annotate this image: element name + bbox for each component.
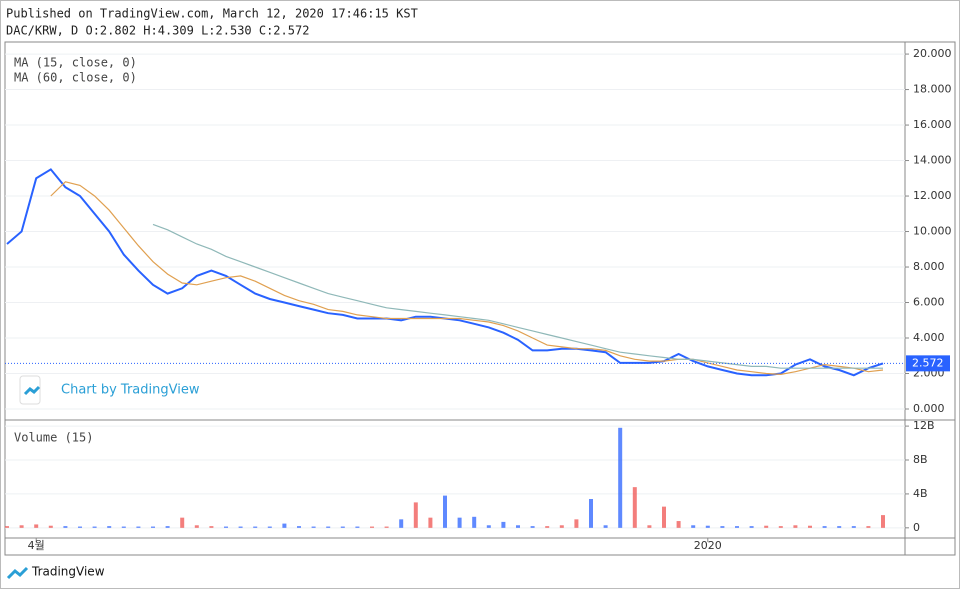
volume-bar [545,526,550,528]
volume-bar [34,524,39,528]
volume-bar [589,499,593,528]
footer-logo: TradingView [31,565,105,579]
volume-bar [136,526,141,528]
volume-bar [121,526,126,528]
volume-bar [340,526,345,528]
y-tick-label: 6.000 [913,296,945,309]
volume-bar [443,495,447,528]
series-line [50,181,884,376]
volume-bar [574,519,579,528]
y-tick-label: 4.000 [913,331,945,344]
x-tick-label: 4월 [28,539,45,552]
watermark: Chart by TradingView [19,375,200,405]
volume-bar [355,526,360,528]
volume-bar [311,526,316,528]
volume-bar [778,526,783,528]
quote: DAC/KRW, D O:2.802 H:4.309 L:2.530 C:2.5… [6,24,309,38]
volume-bar [63,526,68,528]
volume-bar [297,526,301,528]
volume-bar [486,525,491,528]
volume-bar [559,525,564,528]
y-tick-label: 4B [913,487,928,500]
volume-bar [662,506,666,528]
volume-bar [691,525,696,528]
volume-bar [384,526,389,528]
volume-bar [632,487,637,528]
volume-bar [881,515,885,528]
y-tick-label: 20.000 [913,47,952,60]
legend-entry: MA (60, close, 0) [14,71,137,85]
x-tick-label: 2020 [694,539,722,552]
y-tick-label: 10.000 [913,225,952,238]
volume-bar [48,525,53,528]
volume-bar [180,517,185,528]
volume-bar [851,526,856,528]
volume-bar [822,526,827,528]
volume-bar [78,526,82,528]
volume-bar [92,526,97,528]
volume-bar [516,525,520,528]
y-tick-label: 18.000 [913,83,952,96]
volume-bar [326,526,331,528]
volume-bar [209,526,214,528]
volume-bar [107,526,112,528]
published: Published on TradingView.com, March 12, … [6,7,418,21]
y-tick-label: 8.000 [913,260,945,273]
watermark-text: Chart by TradingView [61,383,200,398]
volume-bar [837,526,842,528]
volume-bar [457,517,462,528]
volume-bar [764,525,769,528]
volume-bar [530,526,535,528]
volume-bar [735,526,739,528]
last-price-label: 2.572 [912,356,944,369]
volume-bar [370,526,374,528]
y-tick-label: 12B [913,419,935,432]
pane-title: Volume (15) [14,431,93,445]
volume-bar [267,526,272,528]
volume-bar [501,521,506,528]
volume-bar [165,526,170,528]
y-tick-label: 12.000 [913,189,952,202]
volume-bar [720,526,725,528]
y-tick-label: 0.000 [913,402,945,415]
last-price-box [906,355,950,372]
volume-bar [428,517,433,528]
volume-bar [238,526,243,528]
chart-frame [4,41,956,556]
volume-bar [19,525,24,528]
volume-bar [413,502,418,528]
volume-bar [194,525,199,528]
y-tick-label: 8B [913,453,928,466]
volume-bar [253,526,258,528]
volume-bar [647,525,652,528]
volume-bar [603,525,608,528]
footer-icon [6,566,29,580]
y-tick-label: 14.000 [913,154,952,167]
y-tick-label: 0 [913,521,920,534]
volume-bar [793,525,798,528]
legend-entry: MA (15, close, 0) [14,56,137,70]
volume-bar [224,526,228,528]
volume-bar [866,526,871,528]
volume-bar [282,523,287,528]
y-tick-label: 16.000 [913,118,952,131]
volume-bar [808,525,812,528]
volume-bar [472,516,477,528]
volume-bar [399,519,404,528]
volume-bar [151,526,155,528]
volume-bar [676,521,681,528]
watermark-icon [23,385,41,396]
volume-bar [705,525,710,528]
volume-bar [618,427,623,528]
series-line [152,223,883,369]
volume-bar [5,526,9,528]
volume-bar [749,526,754,528]
